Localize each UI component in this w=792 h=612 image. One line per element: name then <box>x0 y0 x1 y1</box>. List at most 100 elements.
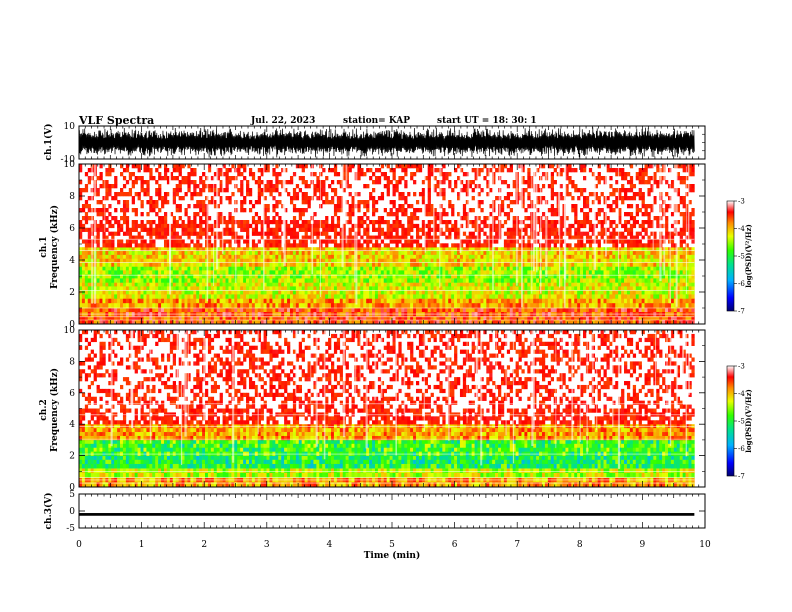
spectrogram-cell <box>342 282 346 287</box>
spectrogram-cell <box>307 274 311 279</box>
spectrogram-cell <box>237 251 241 256</box>
spectrogram-cell <box>626 308 631 313</box>
spectrogram-cell <box>404 254 408 260</box>
spectrogram-cell <box>275 251 279 256</box>
spectrogram-cell <box>495 270 499 275</box>
spectrogram-cell <box>407 316 411 321</box>
spectrogram-cell <box>246 298 250 304</box>
spectrogram-cell <box>345 308 349 313</box>
spectrogram-cell <box>222 282 226 287</box>
spectrogram-cell <box>222 294 226 299</box>
spectrogram-cell <box>181 282 185 287</box>
spectrogram-cell <box>506 303 511 309</box>
spectrogram-cell <box>357 254 361 260</box>
spectrogram-cell <box>158 278 162 283</box>
spectrogram-cell <box>588 254 593 260</box>
spectrogram-cell <box>691 274 695 279</box>
spectrogram-cell <box>489 231 493 236</box>
spectrogram-cell <box>81 316 86 321</box>
spectrogram-cell <box>465 266 470 271</box>
spectrogram-cell <box>380 262 385 267</box>
spectrogram-cell <box>313 262 317 267</box>
spectrogram-cell <box>503 294 508 299</box>
spectrogram-cell <box>342 231 346 236</box>
spectrogram-cell <box>588 251 593 256</box>
spectrogram-cell <box>577 290 581 295</box>
spectrogram-cell <box>459 320 464 325</box>
spectrogram-cell <box>459 282 464 287</box>
spectrogram-cell <box>541 298 546 304</box>
spectrogram-cell <box>509 266 513 271</box>
spectrogram-cell <box>691 316 695 321</box>
spectrogram-cell <box>462 231 467 236</box>
spectrogram-cell <box>380 282 385 287</box>
spectrogram-cell <box>339 262 344 267</box>
spectrogram-cell <box>348 258 352 263</box>
spectrogram-cell <box>281 320 285 325</box>
spectrogram-cell <box>348 316 352 321</box>
spectrogram-cell <box>430 298 434 304</box>
spectrogram-cell <box>199 235 203 240</box>
spectrogram-cell <box>465 290 470 295</box>
spectrogram-cell <box>395 223 399 229</box>
spectrogram-cell <box>495 303 499 309</box>
spectrogram-cell <box>216 262 220 267</box>
spectrogram-cell <box>122 303 127 309</box>
spectrogram-cell <box>366 258 370 263</box>
spectrogram-cell <box>131 258 135 263</box>
spectrogram-cell <box>401 282 405 287</box>
spectrogram-cell <box>553 278 557 283</box>
spectrogram-cell <box>225 316 229 321</box>
spectrogram-cell <box>600 320 604 325</box>
spectrogram-cell <box>117 223 121 229</box>
spectrogram-cell <box>568 223 572 229</box>
spectrogram-cell <box>427 231 431 236</box>
spectrogram-cell <box>372 254 376 260</box>
spectrogram-cell <box>457 274 461 279</box>
spectrogram-cell <box>366 231 370 236</box>
spectrogram-cell <box>682 223 686 229</box>
spectrogram-cell <box>603 270 607 275</box>
spectrogram-cell <box>489 278 493 283</box>
spectrogram-cell <box>509 262 513 267</box>
spectrogram-cell <box>465 308 470 313</box>
spectrogram-cell <box>451 320 455 325</box>
spectrogram-cell <box>486 282 490 287</box>
spectrogram-cell <box>500 286 505 291</box>
spectrogram-cell <box>527 278 531 283</box>
spectrogram-cell <box>345 278 349 283</box>
spectrogram-cell <box>275 290 279 295</box>
spectrogram-cell <box>386 303 390 309</box>
spectrogram-cell <box>251 239 256 244</box>
spectrogram-cell <box>366 320 370 325</box>
spectrogram-cell <box>427 270 431 275</box>
spectrogram-cell <box>650 266 654 271</box>
spectrogram-cell <box>216 266 220 271</box>
spectrogram-cell <box>594 235 598 240</box>
spectrogram-cell <box>257 316 261 321</box>
spectrogram-cell <box>495 262 499 267</box>
spectrogram-cell <box>307 266 311 271</box>
spectrogram-cell <box>430 258 434 263</box>
spectrogram-cell <box>424 231 428 236</box>
spectrogram-cell <box>641 274 645 279</box>
spectrogram-cell <box>99 286 103 291</box>
spectrogram-cell <box>518 231 522 236</box>
spectrogram-cell <box>383 320 387 325</box>
spectrogram-cell <box>468 258 472 263</box>
spectrogram-cell <box>240 286 244 291</box>
spectrogram-cell <box>369 270 373 275</box>
spectrogram-cell <box>310 278 314 283</box>
spectrogram-cell <box>331 251 335 256</box>
spectrogram-cell <box>125 247 130 252</box>
spectrogram-cell <box>377 282 382 287</box>
spectrogram-cell <box>597 294 601 299</box>
spectrogram-cell <box>606 266 610 271</box>
spectrogram-cell <box>275 274 279 279</box>
spectrogram-cell <box>328 303 332 309</box>
spectrogram-cell <box>626 266 631 271</box>
spectrogram-cell <box>251 258 256 263</box>
spectrogram-cell <box>389 251 393 256</box>
spectrogram-cell <box>609 286 613 291</box>
spectrogram-cell <box>228 298 232 304</box>
